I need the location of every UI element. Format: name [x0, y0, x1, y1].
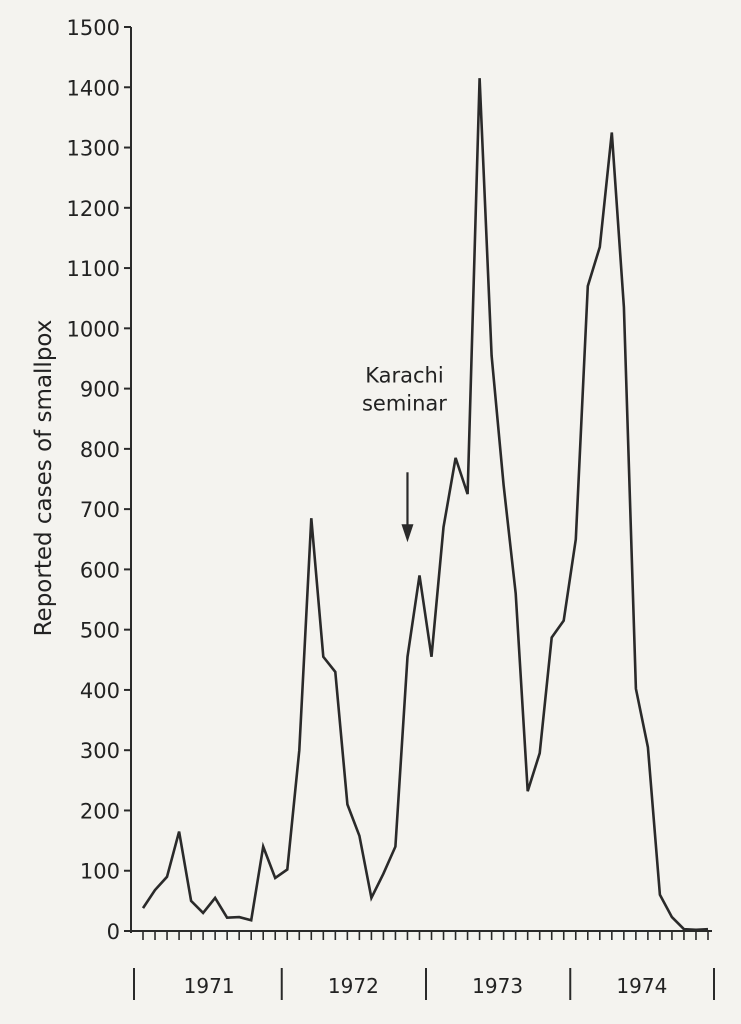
y-tick-label: 900	[80, 378, 120, 402]
y-tick-label: 500	[80, 619, 120, 643]
y-tick-label: 300	[80, 739, 120, 763]
y-tick-label: 1100	[67, 257, 120, 281]
y-tick-label: 600	[80, 558, 120, 582]
year-axis: 1971 1972 1973 1974	[133, 968, 715, 1000]
y-axis-title: Reported cases of smallpox	[31, 320, 57, 637]
y-tick-label: 1400	[67, 76, 120, 100]
y-tick-label: 700	[80, 498, 120, 522]
year-label: 1971	[184, 974, 235, 998]
annotation-layer: Karachi seminar	[362, 363, 447, 543]
annotation-text: seminar	[362, 391, 447, 415]
y-tick-label: 1200	[67, 197, 120, 221]
annotation-text: Karachi	[365, 363, 443, 387]
x-axis	[131, 930, 712, 940]
y-tick-label: 1300	[67, 137, 120, 161]
series-layer	[141, 78, 709, 932]
y-tick-label: 800	[80, 438, 120, 462]
y-tick-label: 0	[107, 920, 120, 944]
y-tick-label: 1000	[67, 317, 120, 341]
annotation-arrow-head	[401, 524, 414, 543]
year-label: 1973	[472, 974, 523, 998]
year-label: 1974	[616, 974, 667, 998]
year-label: 1972	[328, 974, 379, 998]
y-tick-label: 100	[80, 860, 120, 884]
y-tick-label: 200	[80, 799, 120, 823]
y-axis: 0 100 200 300 400 500 600 700 800 900 1000 1100 1200…	[67, 16, 132, 944]
y-tick-label: 400	[80, 679, 120, 703]
series-line	[141, 78, 709, 932]
y-tick-label: 1500	[67, 16, 120, 40]
